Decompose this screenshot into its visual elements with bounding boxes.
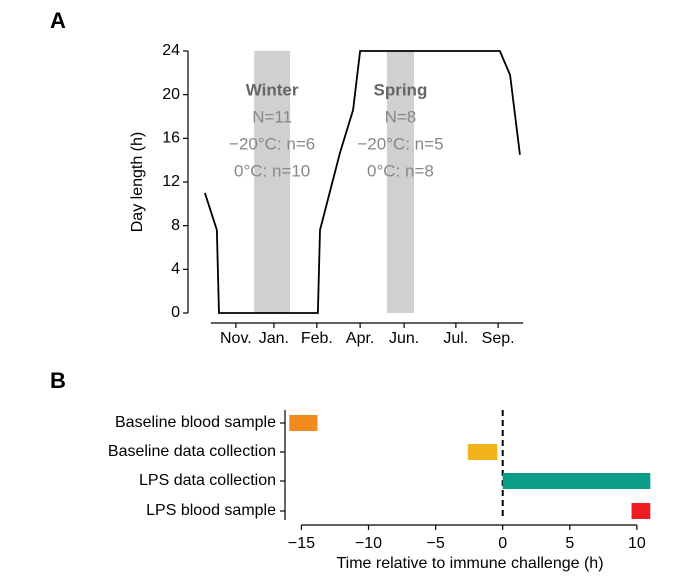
x-tick-label: 10 xyxy=(628,535,646,552)
x-tick-label: −15 xyxy=(288,535,315,552)
annotation: −20°C: n=6 xyxy=(229,134,315,153)
panel-label: B xyxy=(50,368,66,393)
annotation: Spring xyxy=(374,80,428,99)
shaded-region xyxy=(254,51,291,313)
x-tick-label: Jan. xyxy=(259,330,289,347)
panel-label: A xyxy=(50,8,66,33)
y-tick-label: 16 xyxy=(162,130,180,147)
bar xyxy=(467,444,498,460)
y-tick-label: 20 xyxy=(162,86,180,103)
annotation: Winter xyxy=(246,80,299,99)
annotation: 0°C: n=10 xyxy=(234,161,310,180)
y-tick-label: LPS data collection xyxy=(139,472,276,489)
x-tick-label: Sep. xyxy=(482,330,515,347)
annotation: 0°C: n=8 xyxy=(367,161,434,180)
x-tick-label: Feb. xyxy=(301,330,333,347)
x-tick-label: Jun. xyxy=(389,330,419,347)
day-length-line xyxy=(204,50,521,314)
x-tick-label: Nov. xyxy=(220,330,252,347)
x-axis-label: Time relative to immune challenge (h) xyxy=(336,555,603,572)
bar xyxy=(631,503,651,519)
x-tick-label: −5 xyxy=(426,535,444,552)
y-tick-label: Baseline blood sample xyxy=(115,414,276,431)
annotation: N=11 xyxy=(252,107,292,126)
x-tick-label: 0 xyxy=(498,535,507,552)
bar xyxy=(289,415,318,431)
y-tick-label: LPS blood sample xyxy=(146,502,276,519)
x-tick-label: 5 xyxy=(565,535,574,552)
shaded-region xyxy=(386,51,414,313)
x-tick-label: Jul. xyxy=(443,330,468,347)
annotation: N=8 xyxy=(385,107,417,126)
y-tick-label: 4 xyxy=(171,261,180,278)
y-axis-label: Day length (h) xyxy=(129,132,146,233)
y-tick-label: 8 xyxy=(171,217,180,234)
annotation: −20°C: n=5 xyxy=(357,134,443,153)
bar xyxy=(502,473,651,489)
y-tick-label: Baseline data collection xyxy=(108,443,276,460)
y-tick-label: 12 xyxy=(162,173,180,190)
x-tick-label: −10 xyxy=(355,535,382,552)
y-tick-label: 0 xyxy=(171,304,180,321)
x-tick-label: Apr. xyxy=(346,330,374,347)
y-tick-label: 24 xyxy=(162,42,180,59)
